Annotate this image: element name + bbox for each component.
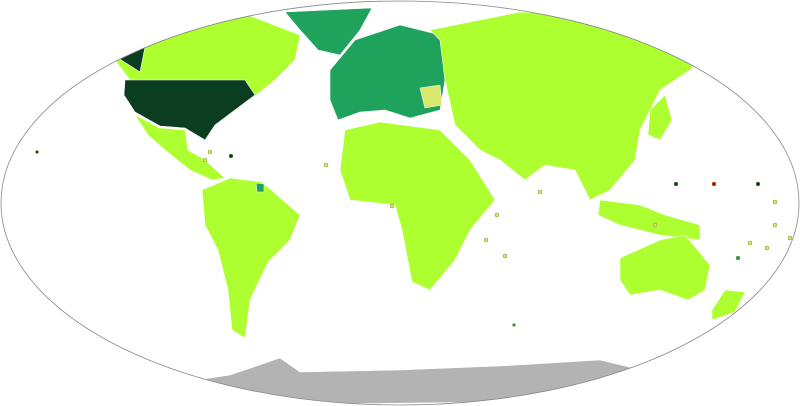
territory-marker — [787, 235, 793, 241]
region-greenland — [284, 7, 373, 56]
region-mexico-central-america — [134, 114, 226, 181]
region-southeast-asia — [597, 199, 701, 241]
territory-marker — [207, 149, 213, 155]
territory-marker — [711, 181, 717, 187]
territory-marker — [755, 181, 761, 187]
territory-marker — [772, 199, 778, 205]
territory-marker — [483, 237, 489, 243]
territory-marker — [735, 255, 741, 261]
territory-marker — [202, 157, 208, 163]
region-alaska — [71, 21, 151, 73]
territory-marker — [673, 181, 679, 187]
region-australia — [619, 234, 711, 301]
region-new-zealand — [711, 289, 746, 321]
region-japan — [647, 94, 673, 141]
territory-marker — [323, 162, 329, 168]
territory-marker — [537, 189, 543, 195]
region-south-america — [201, 177, 301, 339]
region-europe — [329, 24, 446, 121]
region-united-states — [123, 79, 256, 141]
territory-marker — [389, 203, 395, 209]
territory-marker — [494, 212, 500, 218]
territory-marker — [747, 240, 753, 246]
territory-marker — [652, 222, 658, 228]
region-antarctica — [159, 357, 671, 405]
territory-marker — [35, 150, 39, 154]
region-ukraine-romania — [419, 84, 443, 109]
region-africa — [339, 121, 496, 291]
territory-marker — [502, 253, 508, 259]
region-french-guiana — [255, 182, 265, 193]
territory-marker — [772, 222, 778, 228]
territory-marker — [228, 153, 234, 159]
small-territories — [35, 149, 793, 327]
territory-marker — [512, 323, 516, 327]
territory-marker — [764, 245, 770, 251]
